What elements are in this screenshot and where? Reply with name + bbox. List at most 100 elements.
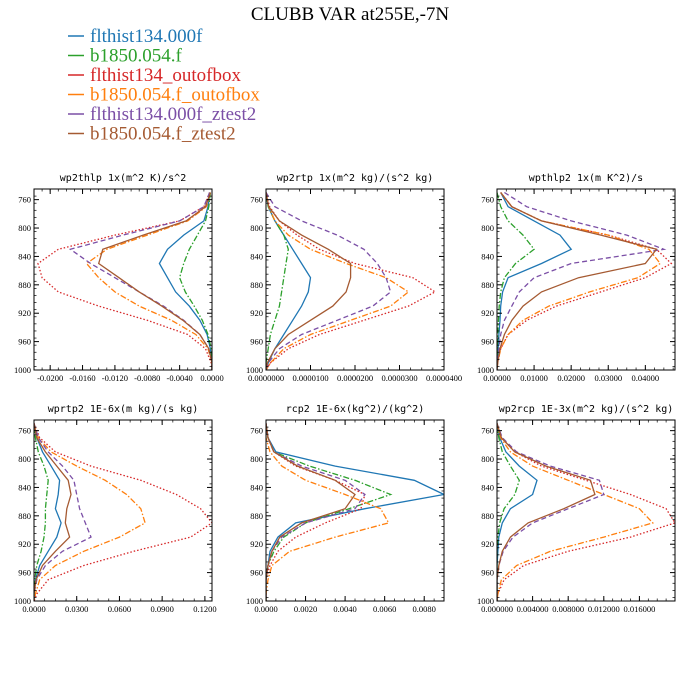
y-tick-label: 960: [481, 568, 494, 578]
x-tick-label: -0.0160: [69, 373, 95, 383]
legend-entry: b1850.054.f: [90, 46, 183, 67]
series-line: [497, 423, 521, 601]
y-tick-label: 960: [18, 568, 31, 578]
x-tick-label: 0.04000: [632, 373, 660, 383]
y-tick-label: 840: [481, 251, 494, 261]
y-tick-label: 760: [481, 195, 494, 205]
series-line: [266, 192, 289, 370]
chart-panel: wp2rcp 1E-3x(m^2 kg)/(s^2 kg) 760 800 840 88…: [477, 404, 676, 614]
y-tick-label: 920: [250, 539, 263, 549]
y-tick-label: 920: [18, 539, 31, 549]
series-line: [497, 192, 658, 370]
y-tick-label: 920: [250, 308, 263, 318]
series-line: [266, 192, 392, 370]
y-tick-label: 1000: [246, 596, 263, 606]
y-tick-label: 1000: [477, 596, 494, 606]
y-tick-label: 800: [481, 223, 494, 233]
series-line: [497, 192, 573, 370]
series-line: [497, 191, 667, 370]
panel-title: wp2rcp 1E-3x(m^2 kg)/(s^2 kg): [499, 404, 674, 415]
y-tick-label: 960: [250, 337, 263, 347]
legend-entry: flthist134_outofbox: [90, 65, 241, 86]
x-tick-label: 0.004000: [517, 604, 549, 614]
chart-panel: wp2rtp 1x(m^2 kg)/(s^2 kg) 760 800 840 880 92…: [246, 173, 462, 383]
x-tick-label: 0.0000: [254, 604, 277, 614]
chart-panel: rcp2 1E-6x(kg^2)/(kg^2) 760 800 840 880 920 96…: [246, 404, 445, 614]
y-tick-label: 1000: [14, 596, 31, 606]
x-tick-label: -0.0040: [167, 373, 193, 383]
x-tick-label: 0.0000000: [248, 373, 284, 383]
series-line: [266, 423, 390, 601]
series-line: [34, 423, 49, 601]
plot-frame: [33, 188, 213, 371]
series-line: [497, 423, 675, 601]
x-tick-label: 0.0040: [333, 604, 356, 614]
x-tick-label: 0.01000: [520, 373, 548, 383]
y-tick-label: 1000: [14, 365, 31, 375]
series-line: [266, 192, 437, 370]
y-tick-label: 1000: [246, 365, 263, 375]
legend-entry: flthist134.000f: [90, 26, 203, 47]
y-tick-label: 760: [250, 426, 263, 436]
x-tick-label: 0.0000: [22, 604, 45, 614]
y-tick-label: 840: [481, 482, 494, 492]
series-line: [158, 192, 212, 370]
x-tick-label: 0.0060: [373, 604, 396, 614]
x-tick-label: 0.0000200: [337, 373, 373, 383]
x-tick-label: 0.0080: [413, 604, 436, 614]
series-line: [34, 423, 62, 601]
chart-panel: wpthlp2 1x(m K^2)/s 760 800 840 880 920 960 100…: [477, 173, 676, 383]
y-tick-label: 880: [481, 280, 494, 290]
legend-entry: b1850.054.f_outofbox: [90, 85, 260, 106]
y-tick-label: 960: [481, 337, 494, 347]
y-tick-label: 800: [250, 454, 263, 464]
y-tick-label: 880: [250, 511, 263, 521]
y-tick-label: 800: [18, 223, 31, 233]
x-tick-label: 0.0000300: [381, 373, 417, 383]
x-tick-label: 0.0000: [200, 373, 223, 383]
x-tick-label: 0.02000: [557, 373, 585, 383]
legend-entry: b1850.054.f_ztest2: [90, 124, 236, 145]
y-tick-label: 840: [18, 482, 31, 492]
x-tick-label: -0.0080: [134, 373, 160, 383]
y-tick-label: 840: [250, 251, 263, 261]
y-tick-label: 760: [250, 195, 263, 205]
y-tick-label: 920: [18, 308, 31, 318]
x-tick-label: 0.0600: [108, 604, 131, 614]
plot-frame: [33, 419, 213, 602]
y-tick-label: 840: [250, 482, 263, 492]
series-line: [497, 192, 536, 370]
x-tick-label: 0.00000: [483, 373, 511, 383]
series-line: [266, 423, 444, 601]
x-tick-label: 0.016000: [623, 604, 655, 614]
x-tick-label: 0.0000400: [426, 373, 462, 383]
y-tick-label: 880: [18, 511, 31, 521]
x-tick-label: 0.0020: [294, 604, 317, 614]
panel-title: wp2rtp 1x(m^2 kg)/(s^2 kg): [277, 173, 434, 184]
x-tick-label: 0.008000: [552, 604, 584, 614]
series-line: [497, 423, 538, 601]
series-line: [37, 192, 212, 370]
series-line: [266, 192, 410, 370]
series-line: [497, 192, 662, 370]
y-tick-label: 880: [18, 280, 31, 290]
y-tick-label: 880: [481, 511, 494, 521]
series-line: [266, 423, 366, 601]
chart-panel: wp2thlp 1x(m^2 K)/s^2 760 800 840 880 920 960 1…: [14, 173, 224, 383]
x-tick-label: -0.0120: [102, 373, 128, 383]
y-tick-label: 960: [250, 568, 263, 578]
series-line: [266, 192, 352, 370]
y-tick-label: 1000: [477, 365, 494, 375]
panel-title: wprtp2 1E-6x(m kg)/(s kg): [48, 404, 199, 415]
x-tick-label: 0.012000: [588, 604, 620, 614]
x-tick-label: 0.03000: [594, 373, 622, 383]
y-tick-label: 800: [18, 454, 31, 464]
chart-panel: wprtp2 1E-6x(m kg)/(s kg) 760 800 840 880 920…: [14, 404, 217, 614]
x-tick-label: 0.0000100: [292, 373, 328, 383]
y-tick-label: 920: [481, 539, 494, 549]
y-tick-label: 760: [481, 426, 494, 436]
series-line: [34, 423, 72, 601]
y-tick-label: 920: [481, 308, 494, 318]
y-tick-label: 840: [18, 251, 31, 261]
